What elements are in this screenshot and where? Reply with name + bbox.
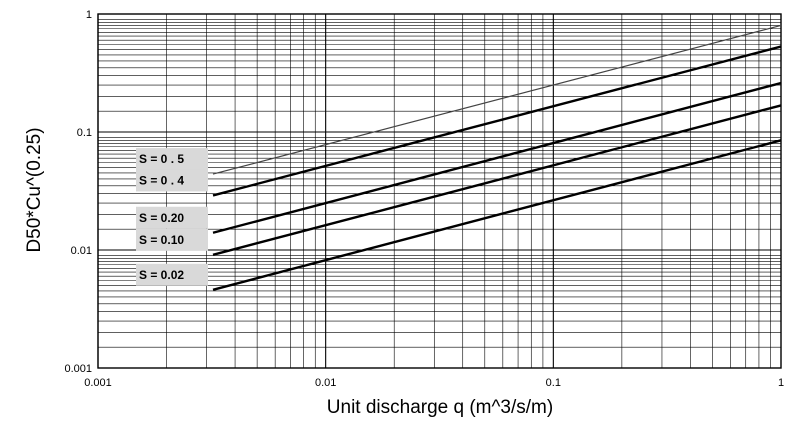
y-tick-label: 1 <box>86 9 92 21</box>
y-tick-label: 0.1 <box>77 127 92 139</box>
series-label: S = 0 . 4 <box>139 173 184 187</box>
x-tick-label: 0.001 <box>84 377 112 389</box>
y-tick-label: 0.001 <box>64 363 92 375</box>
series-label-box <box>136 228 208 251</box>
series-label: S = 0.20 <box>139 211 184 225</box>
x-tick-label: 0.1 <box>546 377 561 389</box>
series-label: S = 0.10 <box>139 233 184 247</box>
series-label: S = 0.02 <box>139 268 184 282</box>
series-lines <box>212 24 782 291</box>
x-tick-labels: 0.001 0.01 0.1 1 <box>84 377 784 389</box>
series-label: S = 0 . 5 <box>139 152 184 166</box>
series-line <box>212 81 782 234</box>
x-axis-title: Unit discharge q (m^3/s/m) <box>327 397 553 418</box>
series-line <box>212 45 782 197</box>
series-labels: S = 0 . 5 S = 0 . 4 S = 0.20 S = 0.10 S = 0.… <box>136 148 208 286</box>
plot-frame <box>97 13 782 369</box>
series-label-box <box>136 148 208 171</box>
series-label-box <box>136 263 208 286</box>
grid <box>97 14 781 369</box>
y-tick-label: 0.01 <box>71 245 92 257</box>
series-line <box>212 24 782 175</box>
series-line <box>212 139 782 291</box>
y-tick-labels: 0.001 0.01 0.1 1 <box>64 9 92 375</box>
series-label-box <box>136 169 208 192</box>
series-line <box>212 104 782 256</box>
x-tick-label: 1 <box>778 377 784 389</box>
y-axis-title: D50*Cu^(0.25) <box>24 127 45 252</box>
x-tick-label: 0.01 <box>315 377 336 389</box>
series-label-box <box>136 206 208 229</box>
